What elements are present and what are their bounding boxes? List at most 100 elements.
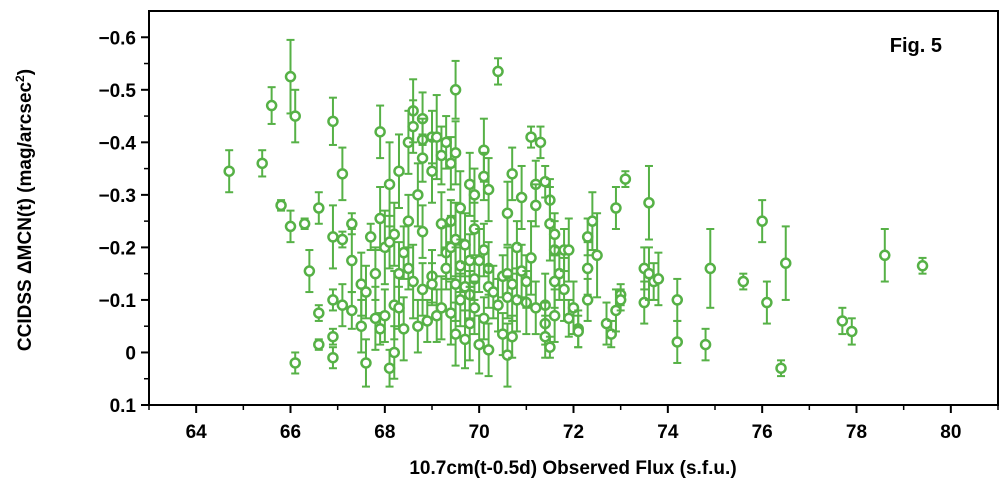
point-marker — [407, 275, 419, 288]
point-marker — [412, 320, 424, 332]
point-marker — [492, 299, 504, 311]
point-marker — [346, 254, 358, 267]
data-point — [393, 133, 405, 209]
data-point — [355, 251, 367, 317]
data-point — [619, 170, 632, 188]
point-marker — [223, 165, 235, 177]
data-point — [756, 199, 768, 244]
data-point — [346, 228, 358, 294]
data-point — [435, 191, 448, 257]
data-point — [836, 306, 849, 336]
data-point — [643, 246, 655, 301]
tick-labels: 64 66 68 70 72 74 76 78 80 −0.6 −0.5 −0.4 −0.3 −0.2 −0… — [98, 28, 961, 443]
data-point — [614, 288, 627, 312]
data-point — [449, 120, 462, 186]
data-point — [459, 309, 471, 370]
point-marker — [298, 218, 311, 230]
data-point — [284, 38, 297, 115]
point-marker — [426, 278, 438, 290]
point-marker — [430, 131, 443, 143]
point-marker — [586, 215, 599, 227]
point-marker — [416, 152, 429, 164]
data-point — [327, 204, 339, 270]
data-point — [671, 319, 684, 364]
data-point — [671, 277, 684, 322]
data-point — [600, 301, 613, 346]
point-marker — [416, 225, 429, 238]
point-marker — [360, 357, 372, 369]
data-points — [223, 38, 929, 388]
point-marker — [473, 254, 485, 267]
point-marker — [482, 344, 495, 356]
point-marker — [497, 328, 509, 340]
data-point — [449, 301, 462, 367]
data-point — [397, 296, 410, 362]
point-marker — [256, 157, 268, 170]
data-point — [468, 280, 481, 336]
data-point — [416, 133, 429, 183]
point-marker — [435, 302, 448, 314]
point-marker — [374, 212, 386, 225]
point-marker — [506, 168, 518, 180]
y-tick-label: −0.6 — [98, 28, 136, 49]
point-marker — [454, 202, 467, 214]
point-marker — [487, 286, 500, 298]
point-marker — [336, 168, 349, 180]
data-point — [435, 275, 448, 341]
data-point — [303, 249, 316, 294]
data-point — [506, 146, 518, 202]
point-marker — [289, 357, 301, 369]
data-point — [430, 288, 443, 343]
point-marker — [407, 120, 419, 133]
point-marker — [525, 131, 537, 143]
x-tick-label: 76 — [752, 422, 773, 443]
point-marker — [515, 191, 528, 204]
point-marker — [836, 315, 849, 327]
point-marker — [284, 220, 297, 233]
y-tick-label: 0.1 — [110, 396, 137, 417]
point-marker — [421, 315, 434, 327]
point-marker — [327, 351, 339, 364]
point-marker — [289, 110, 301, 122]
point-marker — [591, 249, 603, 262]
data-point — [223, 149, 235, 194]
x-tick-label: 80 — [940, 422, 961, 443]
point-marker — [737, 275, 750, 288]
point-marker — [402, 262, 415, 275]
point-marker — [388, 346, 401, 359]
data-point — [638, 280, 650, 325]
data-point — [421, 298, 434, 343]
data-point — [393, 285, 405, 330]
data-point — [780, 225, 792, 301]
data-point — [388, 325, 401, 380]
data-point — [775, 359, 787, 378]
point-marker — [879, 249, 891, 262]
point-marker — [916, 260, 929, 272]
data-point — [355, 298, 367, 354]
data-point — [482, 157, 495, 223]
data-point — [879, 228, 891, 283]
data-point — [313, 191, 325, 225]
point-marker — [383, 362, 396, 374]
point-marker — [563, 312, 575, 325]
data-point — [454, 170, 467, 246]
data-point — [407, 243, 419, 320]
data-point — [525, 220, 537, 296]
data-point — [581, 277, 594, 322]
data-point — [369, 285, 382, 351]
data-point — [374, 185, 386, 252]
point-marker — [284, 70, 297, 83]
point-marker — [478, 244, 490, 256]
point-marker — [530, 302, 542, 314]
y-tick-label: −0.4 — [98, 133, 136, 154]
point-marker — [463, 178, 476, 191]
point-marker — [492, 65, 504, 78]
point-marker — [699, 338, 712, 351]
data-point — [916, 256, 929, 275]
point-marker — [454, 294, 467, 306]
data-point — [699, 327, 712, 362]
point-marker — [581, 262, 594, 275]
point-marker — [468, 302, 481, 314]
data-point — [256, 149, 268, 178]
data-point — [478, 296, 490, 341]
